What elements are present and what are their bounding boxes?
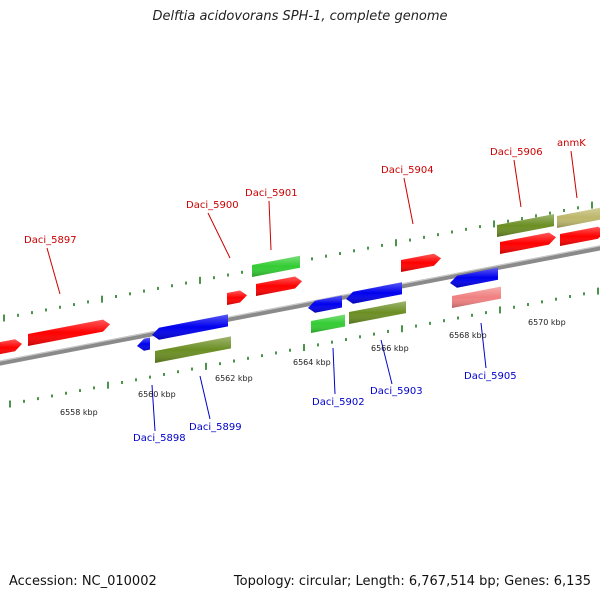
gene-arrow-shading	[308, 295, 342, 313]
gene-label-leader	[513, 159, 522, 208]
position-axis-labels: 6558 kbp 6560 kbp 6562 kbp 6564 kbp 6566 kbp…	[60, 318, 566, 417]
gene-label-forward[interactable]: Daci_5906	[490, 147, 543, 158]
gene-label-forward[interactable]: Daci_5904	[381, 165, 434, 176]
gene-label-forward[interactable]: Daci_5897	[24, 235, 77, 246]
gene-arrow-shading	[256, 276, 302, 296]
reverse-strand-ticks	[9, 287, 599, 408]
gene-arrow-shading	[401, 253, 441, 272]
gene-label-reverse[interactable]: Daci_5903	[370, 386, 423, 397]
gene-arrow-shading	[311, 314, 345, 333]
position-tick-label: 6562 kbp	[215, 374, 253, 383]
position-tick-label: 6560 kbp	[138, 390, 176, 399]
label-leaders	[46, 150, 578, 432]
gene-label-leader	[199, 375, 211, 420]
gene-label-leader	[151, 384, 156, 432]
gene-label-forward[interactable]: Daci_5901	[245, 188, 298, 199]
gene-label-leader	[46, 247, 61, 295]
gene-label-reverse[interactable]: Daci_5899	[189, 422, 242, 433]
gene-label-leader	[403, 177, 414, 225]
gene-arrow-shading	[152, 314, 228, 340]
position-tick-label: 6570 kbp	[528, 318, 566, 327]
gene-label-leader	[480, 322, 487, 369]
gene-arrow-shading	[137, 337, 150, 351]
genome-summary-label: Topology: circular; Length: 6,767,514 bp…	[233, 574, 591, 589]
gene-label-reverse[interactable]: Daci_5902	[312, 397, 365, 408]
gene-arrow-shading	[500, 232, 556, 254]
gene-label-reverse[interactable]: Daci_5898	[133, 433, 186, 444]
gene-arrow-shading	[227, 290, 247, 305]
gene-features	[0, 207, 600, 363]
genome-backbone-highlight	[0, 245, 600, 362]
position-tick-label: 6566 kbp	[371, 344, 409, 353]
position-tick-label: 6568 kbp	[449, 331, 487, 340]
gene-arrow-shading	[450, 267, 498, 288]
accession-label: Accession: NC_010002	[9, 574, 157, 589]
gene-label-reverse[interactable]: Daci_5905	[464, 371, 517, 382]
gene-arrow-shading	[557, 207, 600, 228]
gene-labels: Daci_5897 Daci_5900 Daci_5901 Daci_5904 Daci…	[24, 138, 586, 444]
map-title: Delftia acidovorans SPH-1, complete geno…	[152, 9, 448, 24]
gene-arrow-shading	[497, 214, 554, 237]
gene-label-leader	[332, 347, 336, 395]
gene-arrow-shading	[560, 226, 600, 246]
genome-backbone	[0, 245, 600, 366]
gene-label-forward[interactable]: Daci_5900	[186, 200, 239, 211]
gene-arrow-shading	[252, 255, 300, 277]
gene-arrow-shading	[346, 282, 402, 304]
gene-label-leader	[207, 212, 231, 259]
gene-arrow-shading	[349, 301, 406, 324]
gene-arrow-shading	[452, 286, 501, 308]
gene-label-leader	[268, 200, 272, 251]
gene-arrow-shading	[28, 319, 110, 346]
gene-label-leader	[380, 339, 393, 385]
gene-arrow-shading	[0, 339, 22, 355]
gene-label-forward[interactable]: anmK	[557, 138, 586, 149]
position-tick-label: 6558 kbp	[60, 408, 98, 417]
gene-label-leader	[570, 150, 578, 199]
gene-arrow-shading	[155, 336, 231, 363]
position-tick-label: 6564 kbp	[293, 358, 331, 367]
